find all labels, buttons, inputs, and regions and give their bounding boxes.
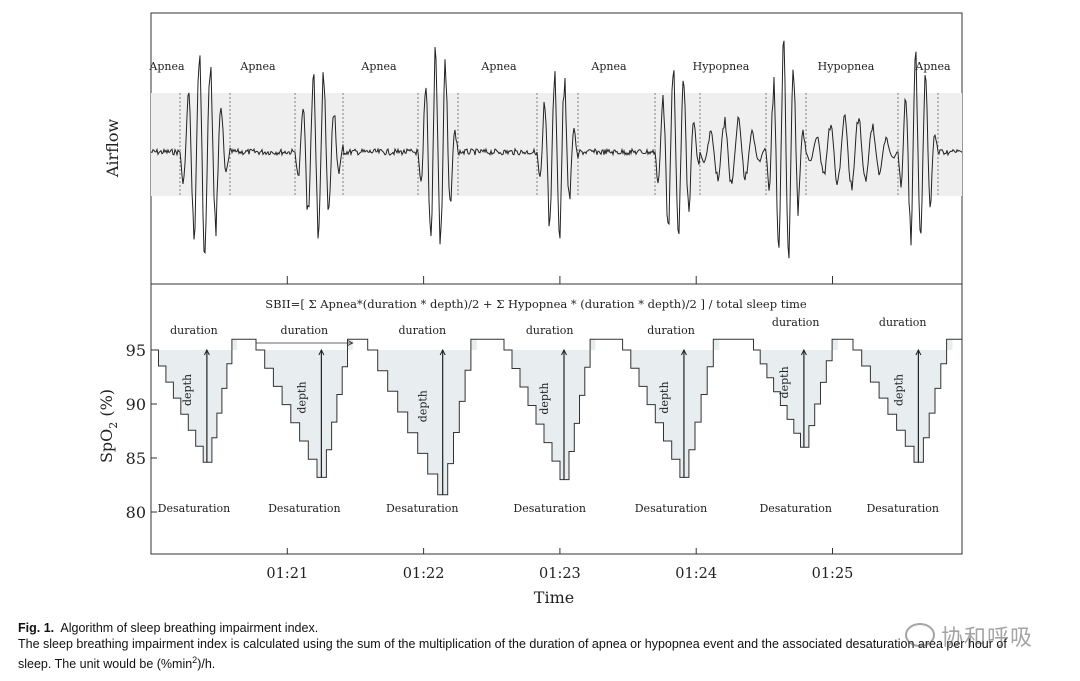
spo2-desaturation-areas: [151, 339, 953, 495]
desaturation-label: Desaturation: [513, 502, 586, 515]
x-tick-label: 01:24: [675, 566, 717, 582]
depth-arrowhead: [318, 348, 325, 356]
desaturation-label: Desaturation: [158, 502, 231, 515]
depth-arrowhead: [915, 348, 922, 356]
x-tick-label: 01:25: [812, 566, 854, 582]
depth-arrowhead: [680, 348, 687, 356]
depth-label: depth: [181, 374, 194, 406]
desaturation-label: Desaturation: [268, 502, 341, 515]
spo2-panel-frame: [150, 283, 963, 555]
time-x-axis: 01:21 01:22 01:23 01:24 01:25: [266, 276, 853, 582]
caption-title-line: Fig. 1. Algorithm of sleep breathing imp…: [18, 620, 1058, 636]
y-tick-label: 85: [126, 449, 146, 468]
x-tick-label: 01:23: [539, 566, 581, 582]
duration-label: duration: [772, 316, 820, 329]
desaturation-area: [367, 339, 477, 495]
spo2-y-label-sub: 2: [107, 422, 120, 429]
caption-body-line2-pre: sleep. The unit would be (%min: [18, 657, 193, 672]
airflow-event-label: Apnea: [148, 60, 185, 73]
desaturation-label: Desaturation: [759, 502, 832, 515]
airflow-trace: [150, 40, 963, 259]
depth-arrowhead: [203, 348, 210, 356]
airflow-event-label: Hypopnea: [693, 60, 750, 73]
depth-label: depth: [417, 390, 430, 422]
depth-arrowhead: [439, 348, 446, 356]
airflow-event-label: Apnea: [914, 60, 951, 73]
desaturation-label: Desaturation: [866, 502, 939, 515]
airflow-event-bounds: [179, 93, 939, 196]
desaturation-area: [852, 339, 953, 463]
caption-body-line2: sleep. The unit would be (%min2)/h.: [18, 652, 1058, 672]
airflow-event-label: Apnea: [590, 60, 627, 73]
caption-fig-label: Fig. 1.: [18, 621, 55, 635]
caption-body-line2-sup: 2: [192, 655, 198, 665]
desaturation-area: [255, 339, 353, 478]
desaturation-label: Desaturation: [386, 502, 459, 515]
duration-label: duration: [281, 324, 329, 337]
airflow-event-label: Apnea: [480, 60, 517, 73]
spo2-annotations: depth duration Desaturation depth duration De…: [158, 316, 939, 515]
desaturation-area: [622, 339, 720, 478]
spo2-y-label-unit: (%): [97, 389, 116, 422]
watermark-text: 协和呼吸: [941, 626, 1034, 651]
airflow-event-labels: Apnea Apnea Apnea Apnea Apnea Hypopnea Hypopne…: [148, 60, 951, 73]
watermark: 协和呼吸: [905, 620, 1033, 652]
depth-label: depth: [778, 366, 791, 398]
caption-title: Algorithm of sleep breathing impairment …: [60, 621, 319, 635]
airflow-event-label: Apnea: [239, 60, 276, 73]
desaturation-area: [151, 339, 237, 463]
caption-body-line1: The sleep breathing impairment index is …: [18, 637, 1007, 651]
time-x-label: Time: [534, 588, 574, 607]
y-tick-label: 90: [126, 395, 146, 414]
depth-label: depth: [892, 374, 905, 406]
airflow-event-label: Apnea: [360, 60, 397, 73]
spo2-y-label: SpO2 (%): [97, 389, 120, 463]
desaturation-area: [504, 339, 596, 480]
spo2-trace: [151, 338, 962, 496]
duration-label: duration: [647, 324, 695, 337]
x-tick-label: 01:22: [403, 566, 445, 582]
caption-body-line2-post: )/h.: [197, 657, 216, 672]
desaturation-area: [753, 339, 838, 448]
spo2-y-axis: 80 85 90 95: [126, 341, 157, 522]
duration-arrowhead: [347, 340, 354, 346]
sbii-formula: SBII=[ Σ Apnea*(duration * depth)/2 + Σ …: [265, 297, 807, 311]
depth-arrowhead: [800, 348, 807, 356]
desaturation-label: Desaturation: [635, 502, 708, 515]
depth-label: depth: [295, 381, 308, 413]
spo2-panel: depth duration Desaturation depth duration De…: [97, 276, 963, 607]
depth-label: depth: [538, 383, 551, 415]
airflow-y-label: Airflow: [103, 119, 122, 179]
spo2-y-label-main: SpO: [97, 429, 116, 463]
depth-arrowhead: [561, 348, 567, 356]
airflow-panel: Apnea Apnea Apnea Apnea Apnea Hypopnea Hypopne…: [103, 12, 963, 285]
y-tick-label: 95: [126, 341, 146, 360]
y-tick-label: 80: [126, 503, 146, 522]
x-tick-label: 01:21: [266, 566, 308, 582]
duration-label: duration: [170, 324, 218, 337]
duration-label: duration: [526, 324, 574, 337]
duration-label: duration: [879, 316, 927, 329]
depth-label: depth: [658, 381, 671, 413]
airflow-event-label: Hypopnea: [818, 60, 875, 73]
wechat-icon: [905, 623, 935, 647]
duration-label: duration: [398, 324, 446, 337]
figure-caption: Fig. 1. Algorithm of sleep breathing imp…: [18, 620, 1058, 672]
